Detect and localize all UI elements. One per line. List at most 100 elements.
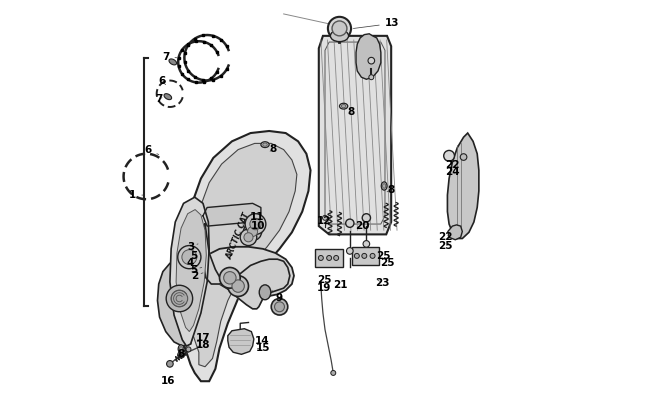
Ellipse shape — [383, 184, 385, 188]
Ellipse shape — [227, 276, 248, 296]
Ellipse shape — [186, 347, 191, 352]
Ellipse shape — [330, 30, 348, 42]
Ellipse shape — [240, 229, 257, 246]
Text: 22: 22 — [437, 232, 452, 242]
Text: 23: 23 — [375, 278, 389, 288]
Ellipse shape — [332, 21, 347, 36]
Text: 9: 9 — [272, 290, 282, 303]
Text: 8: 8 — [348, 107, 355, 117]
Text: 24: 24 — [445, 167, 460, 177]
Text: 4: 4 — [187, 258, 200, 269]
Text: 14: 14 — [255, 336, 270, 346]
Ellipse shape — [354, 254, 359, 259]
Ellipse shape — [250, 218, 261, 230]
Text: 20: 20 — [355, 221, 369, 231]
Ellipse shape — [346, 248, 353, 254]
Ellipse shape — [346, 219, 354, 227]
Text: 6: 6 — [144, 144, 159, 155]
Ellipse shape — [171, 290, 188, 307]
Polygon shape — [170, 197, 209, 346]
Text: 8: 8 — [270, 144, 277, 154]
Ellipse shape — [370, 254, 375, 259]
Ellipse shape — [460, 154, 467, 160]
Text: 25: 25 — [439, 241, 453, 251]
Text: 13: 13 — [354, 18, 399, 29]
Text: ARCTIC CAT: ARCTIC CAT — [225, 212, 252, 261]
Text: 2: 2 — [191, 271, 203, 281]
Text: 15: 15 — [255, 343, 270, 353]
Text: 8: 8 — [177, 349, 186, 359]
Ellipse shape — [333, 256, 339, 261]
Polygon shape — [447, 133, 479, 239]
Ellipse shape — [327, 256, 332, 261]
Ellipse shape — [382, 182, 387, 190]
Polygon shape — [203, 203, 261, 226]
Ellipse shape — [244, 233, 253, 242]
Polygon shape — [178, 131, 311, 381]
Ellipse shape — [322, 215, 328, 220]
Text: 11: 11 — [250, 212, 264, 222]
Text: 19: 19 — [317, 283, 332, 293]
Ellipse shape — [444, 150, 454, 161]
Text: 25: 25 — [376, 251, 390, 261]
Ellipse shape — [166, 285, 192, 312]
Ellipse shape — [328, 17, 351, 40]
Text: 5: 5 — [190, 251, 201, 261]
Text: 18: 18 — [196, 340, 210, 350]
Ellipse shape — [259, 285, 271, 300]
Ellipse shape — [166, 361, 173, 367]
Text: 8: 8 — [387, 185, 395, 195]
Text: 25: 25 — [380, 258, 395, 269]
Polygon shape — [352, 247, 379, 266]
Ellipse shape — [177, 246, 201, 269]
Text: 7: 7 — [162, 51, 177, 61]
Ellipse shape — [341, 105, 346, 108]
Text: 21: 21 — [333, 280, 348, 290]
Polygon shape — [188, 144, 297, 367]
Polygon shape — [356, 34, 381, 79]
Ellipse shape — [179, 347, 183, 351]
Ellipse shape — [368, 57, 374, 64]
Polygon shape — [315, 249, 343, 268]
Ellipse shape — [362, 254, 367, 259]
Ellipse shape — [182, 250, 197, 265]
Ellipse shape — [245, 214, 266, 234]
Ellipse shape — [164, 94, 172, 100]
Polygon shape — [318, 36, 391, 234]
Text: 1: 1 — [129, 190, 143, 200]
Ellipse shape — [339, 103, 348, 109]
Ellipse shape — [271, 298, 288, 315]
Polygon shape — [207, 247, 294, 296]
Text: 3: 3 — [187, 242, 198, 252]
Polygon shape — [227, 329, 254, 354]
Text: 7: 7 — [155, 94, 162, 104]
Ellipse shape — [248, 227, 257, 237]
Ellipse shape — [178, 345, 184, 353]
Ellipse shape — [177, 352, 185, 358]
Ellipse shape — [318, 256, 323, 261]
Text: 10: 10 — [251, 221, 265, 231]
Ellipse shape — [220, 268, 240, 288]
Text: 16: 16 — [161, 376, 175, 386]
Ellipse shape — [362, 214, 370, 222]
Text: 6: 6 — [158, 76, 166, 86]
Text: 12: 12 — [317, 216, 332, 226]
Polygon shape — [157, 259, 200, 346]
Polygon shape — [204, 224, 290, 309]
Text: 5: 5 — [190, 264, 202, 275]
Ellipse shape — [363, 241, 370, 247]
Ellipse shape — [261, 142, 269, 147]
Polygon shape — [448, 225, 462, 240]
Ellipse shape — [169, 59, 177, 65]
Polygon shape — [176, 210, 206, 332]
Ellipse shape — [331, 371, 336, 376]
Ellipse shape — [244, 222, 262, 241]
Ellipse shape — [369, 75, 374, 80]
Text: 17: 17 — [196, 333, 211, 343]
Text: 25: 25 — [317, 275, 332, 285]
Text: 22: 22 — [445, 160, 460, 170]
Ellipse shape — [232, 280, 244, 292]
Ellipse shape — [224, 271, 236, 284]
Ellipse shape — [263, 143, 267, 146]
Ellipse shape — [274, 302, 285, 312]
